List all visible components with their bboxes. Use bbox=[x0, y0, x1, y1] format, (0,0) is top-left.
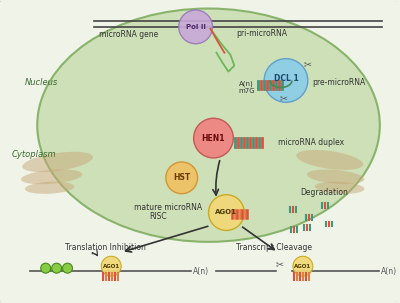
Circle shape bbox=[264, 59, 308, 102]
Ellipse shape bbox=[21, 169, 82, 184]
Text: DCL 1: DCL 1 bbox=[274, 74, 298, 83]
Text: A(n): A(n) bbox=[239, 80, 254, 87]
Circle shape bbox=[52, 263, 62, 273]
Text: Cytoplasm: Cytoplasm bbox=[12, 151, 56, 159]
Text: Translation Inhibition: Translation Inhibition bbox=[64, 243, 146, 252]
Circle shape bbox=[41, 263, 51, 273]
Text: microRNA gene: microRNA gene bbox=[99, 30, 158, 39]
Text: Nucleus: Nucleus bbox=[25, 78, 58, 87]
Circle shape bbox=[293, 256, 313, 276]
Text: Transcript Cleavage: Transcript Cleavage bbox=[236, 243, 312, 252]
Text: mature microRNA: mature microRNA bbox=[134, 203, 202, 212]
Text: pre-microRNA: pre-microRNA bbox=[312, 78, 365, 87]
Text: AGO1: AGO1 bbox=[294, 264, 312, 269]
Text: AGO1: AGO1 bbox=[216, 208, 238, 215]
Ellipse shape bbox=[307, 169, 364, 184]
Ellipse shape bbox=[315, 182, 364, 194]
Ellipse shape bbox=[25, 182, 74, 194]
Circle shape bbox=[166, 162, 198, 194]
Ellipse shape bbox=[37, 8, 380, 242]
Text: ✂: ✂ bbox=[276, 259, 284, 269]
Circle shape bbox=[194, 118, 233, 158]
Text: ✂: ✂ bbox=[304, 60, 312, 70]
Text: RISC: RISC bbox=[149, 212, 166, 221]
Text: HEN1: HEN1 bbox=[202, 134, 225, 143]
Text: m7G: m7G bbox=[238, 88, 254, 95]
Text: HST: HST bbox=[173, 173, 190, 182]
Text: ✂: ✂ bbox=[280, 93, 288, 103]
Text: A(n): A(n) bbox=[381, 267, 398, 276]
Text: pri-microRNA: pri-microRNA bbox=[236, 29, 287, 38]
Ellipse shape bbox=[296, 150, 363, 170]
Text: Pol II: Pol II bbox=[186, 24, 206, 30]
Text: AGO1: AGO1 bbox=[103, 264, 120, 269]
Text: Degradation: Degradation bbox=[300, 188, 348, 197]
Text: microRNA duplex: microRNA duplex bbox=[278, 138, 344, 147]
Circle shape bbox=[62, 263, 72, 273]
Text: A(n): A(n) bbox=[193, 267, 209, 276]
Circle shape bbox=[208, 195, 244, 231]
Circle shape bbox=[179, 10, 212, 44]
Circle shape bbox=[101, 256, 121, 276]
Ellipse shape bbox=[22, 152, 93, 172]
